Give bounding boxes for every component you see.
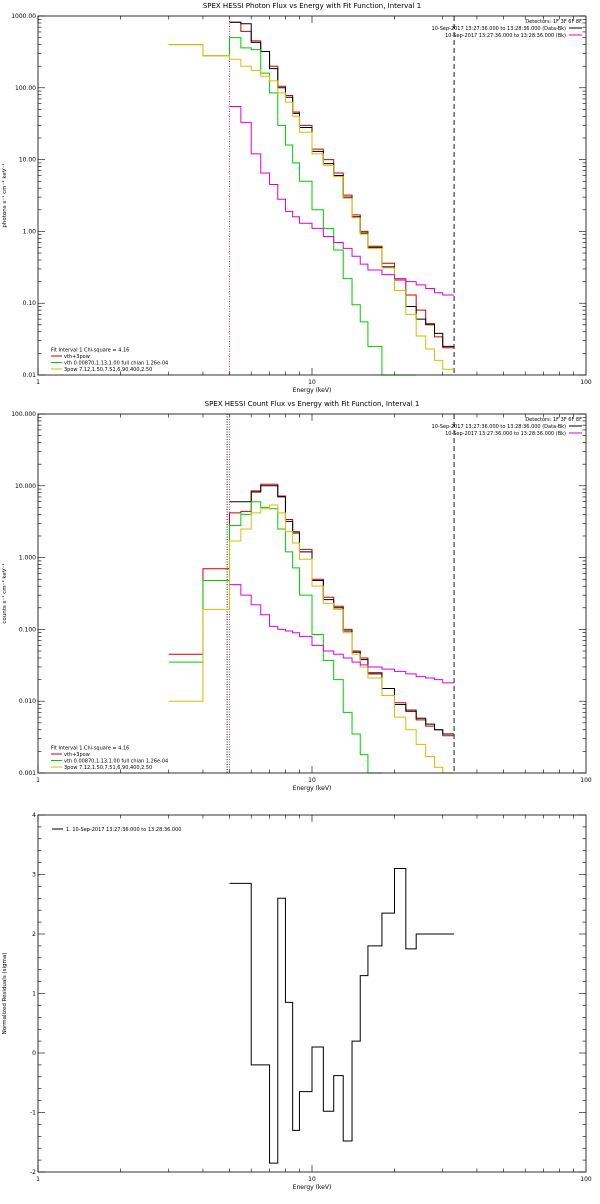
series-line-0: [229, 868, 455, 1164]
x-tick-label: 10: [308, 777, 316, 784]
legend-header-text: 10-Sep-2017 13:27:36.000 to 13:28:36.000…: [445, 33, 566, 39]
y-tick-label: 1: [32, 991, 36, 998]
legend-entry-text: 1. 10-Sep-2017 13:27:36.000 to 13:28:36.…: [66, 827, 181, 833]
legend-header-text: 10-Sep-2017 13:27:36.000 to 13:28:36.000…: [432, 424, 567, 430]
series-line-3: [168, 504, 455, 774]
chart-title: SPEX HESSI Count Flux vs Energy with Fit…: [205, 400, 420, 408]
x-tick-label: 10: [308, 1176, 316, 1183]
x-axis-label: Energy (keV): [293, 1184, 332, 1191]
y-tick-label: 0.010: [19, 698, 36, 705]
y-tick-label: 1000.00: [11, 13, 36, 20]
count-flux-panel: SPEX HESSI Count Flux vs Energy with Fit…: [1, 400, 592, 792]
x-tick-label: 100: [580, 379, 592, 386]
series-line-4: [229, 105, 455, 296]
x-tick-label: 1: [36, 777, 40, 784]
series-line-0: [229, 21, 455, 349]
y-tick-label: 0: [32, 1050, 36, 1057]
series-line-2: [168, 501, 382, 774]
y-tick-label: 100.00: [15, 85, 36, 92]
plot-frame: [37, 413, 587, 774]
x-tick-label: 1: [36, 379, 40, 386]
y-tick-label: 100.000: [11, 411, 36, 418]
fit-info-text: 3pow 7.12,1.50,7.51,6.90,400,2.50: [64, 367, 152, 373]
series-line-1: [229, 21, 455, 347]
y-tick-label: 0.100: [19, 626, 36, 633]
fit-info-text: vth+3pow: [64, 354, 90, 360]
y-tick-label: 1.00: [23, 228, 37, 235]
series-line-3: [168, 44, 455, 370]
legend-header-text: Detectors: 1F 3F 6F 8F: [525, 19, 582, 25]
y-axis-label: counts s⁻¹ cm⁻² keV⁻¹: [1, 563, 8, 623]
residuals-panel: 1 10 100 Energy (keV) -2 -1 0 1 2 3 4 Normalized Re…: [2, 812, 592, 1191]
y-tick-label: 10.00: [19, 157, 36, 164]
y-tick-label: 3: [32, 872, 36, 879]
y-tick-label: 10.000: [15, 483, 36, 490]
chart-title: SPEX HESSI Photon Flux vs Energy with Fi…: [203, 2, 421, 10]
y-axis-ticks: [38, 413, 586, 774]
fit-info-text: vth 0.00870,1.13,1.00 full chian 1.26e-0…: [64, 361, 168, 367]
series-line-2: [168, 37, 417, 376]
x-axis-label: Energy (keV): [293, 785, 332, 792]
series-line-0: [168, 483, 455, 737]
x-axis-ticks: [37, 16, 574, 375]
plot-frame: [37, 814, 587, 1173]
y-tick-label: 0.10: [23, 300, 37, 307]
fit-info-text: Fit Interval 1 Chi-square = 4.16: [51, 746, 129, 752]
x-tick-label: 10: [308, 379, 316, 386]
y-tick-label: 0.01: [23, 372, 37, 379]
y-tick-label: 2: [32, 931, 36, 938]
y-tick-label: 0.001: [19, 770, 36, 777]
fit-info-text: 3pow 7.12,1.50,7.51,6.90,400,2.50: [64, 765, 152, 771]
photon-flux-panel: SPEX HESSI Photon Flux vs Energy with Fi…: [1, 2, 592, 394]
legend-header-text: 10-Sep-2017 13:27:36.000 to 13:28:36.000…: [432, 26, 567, 32]
y-tick-label: 1.000: [19, 555, 36, 562]
y-axis-ticks: [38, 814, 586, 1173]
y-tick-label: -1: [30, 1110, 36, 1117]
fit-info-text: vth 0.00870,1.13,1.00 full chian 1.26e-0…: [64, 759, 168, 765]
legend-header-text: Detectors: 1F 3F 6F 8F: [525, 417, 582, 423]
x-tick-label: 1: [36, 1176, 40, 1183]
y-tick-label: 4: [32, 812, 36, 819]
fit-info-text: vth+3pow: [64, 752, 90, 758]
x-axis-ticks: [37, 414, 574, 773]
x-axis-ticks: [37, 815, 574, 1172]
legend-header-text: 10-Sep-2017 13:27:36.000 to 13:28:36.000…: [445, 431, 566, 437]
plot-frame: [37, 15, 587, 376]
x-axis-label: Energy (keV): [293, 387, 332, 394]
fit-info-text: Fit Interval 1 Chi-square = 4.16: [51, 348, 129, 354]
y-tick-label: -2: [30, 1169, 36, 1176]
y-axis-label: Normalized Residuals (sigma): [2, 953, 8, 1035]
series-line-4: [229, 584, 455, 684]
y-axis-label: photons s⁻¹ cm⁻² keV⁻¹: [1, 163, 8, 227]
x-tick-label: 100: [580, 1176, 592, 1183]
x-tick-label: 100: [580, 777, 592, 784]
